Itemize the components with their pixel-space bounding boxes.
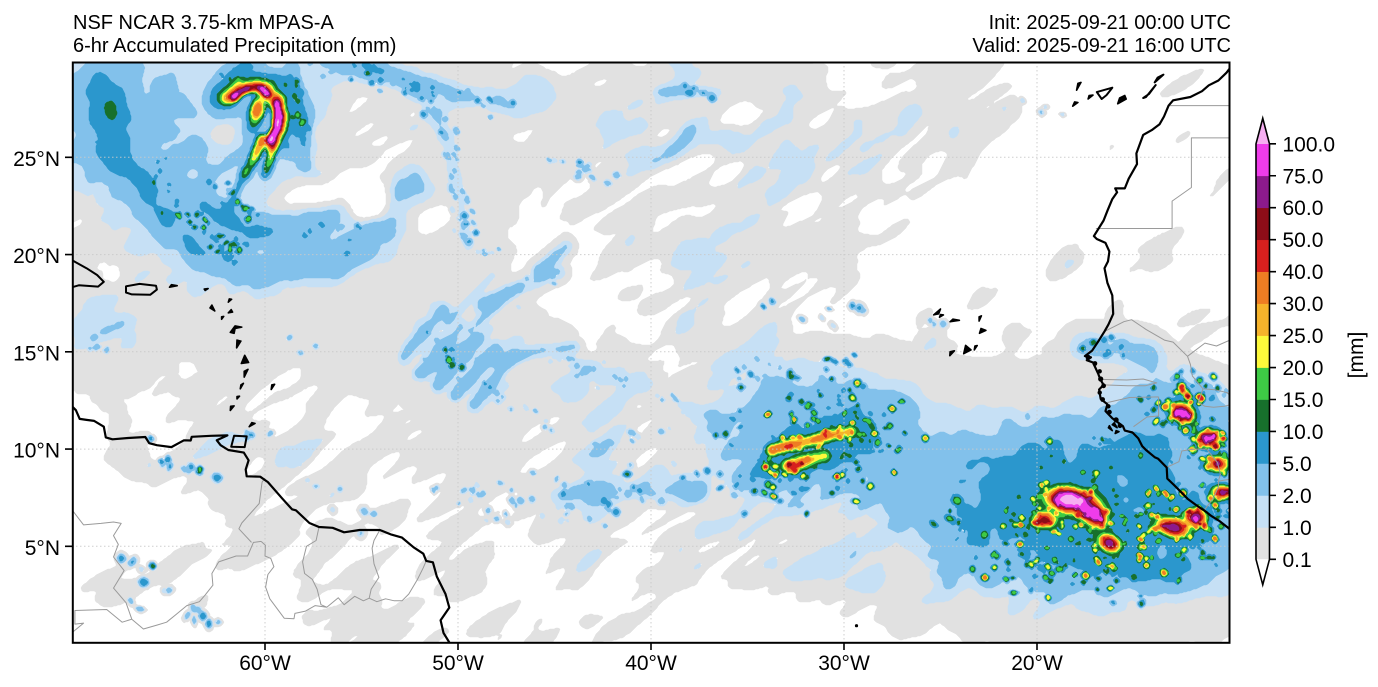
svg-text:5.0: 5.0 xyxy=(1283,453,1312,476)
svg-text:15.0: 15.0 xyxy=(1283,389,1324,412)
svg-text:50°W: 50°W xyxy=(432,652,484,675)
svg-text:5°N: 5°N xyxy=(25,537,60,560)
svg-text:20.0: 20.0 xyxy=(1283,357,1324,380)
svg-text:60°W: 60°W xyxy=(239,652,291,675)
svg-text:2.0: 2.0 xyxy=(1283,485,1312,508)
svg-text:10°N: 10°N xyxy=(13,440,60,463)
svg-text:6-hr Accumulated Precipitation: 6-hr Accumulated Precipitation (mm) xyxy=(73,35,396,57)
svg-text:0.1: 0.1 xyxy=(1283,549,1312,572)
svg-text:15°N: 15°N xyxy=(13,342,60,365)
svg-text:50.0: 50.0 xyxy=(1283,229,1324,252)
svg-text:25°N: 25°N xyxy=(13,148,60,171)
svg-text:Valid: 2025-09-21 16:00 UTC: Valid: 2025-09-21 16:00 UTC xyxy=(972,35,1231,57)
svg-text:60.0: 60.0 xyxy=(1283,197,1324,220)
svg-text:25.0: 25.0 xyxy=(1283,325,1324,348)
svg-text:40°W: 40°W xyxy=(625,652,677,675)
svg-text:[mm]: [mm] xyxy=(1345,332,1368,379)
svg-text:Init: 2025-09-21 00:00 UTC: Init: 2025-09-21 00:00 UTC xyxy=(989,12,1231,34)
svg-text:20°N: 20°N xyxy=(13,245,60,268)
svg-text:100.0: 100.0 xyxy=(1283,133,1336,156)
svg-text:10.0: 10.0 xyxy=(1283,421,1324,444)
svg-text:1.0: 1.0 xyxy=(1283,517,1312,540)
svg-text:30.0: 30.0 xyxy=(1283,293,1324,316)
svg-text:40.0: 40.0 xyxy=(1283,261,1324,284)
svg-text:30°W: 30°W xyxy=(818,652,870,675)
svg-text:NSF NCAR 3.75-km MPAS-A: NSF NCAR 3.75-km MPAS-A xyxy=(73,12,334,34)
svg-text:20°W: 20°W xyxy=(1011,652,1063,675)
svg-text:75.0: 75.0 xyxy=(1283,165,1324,188)
